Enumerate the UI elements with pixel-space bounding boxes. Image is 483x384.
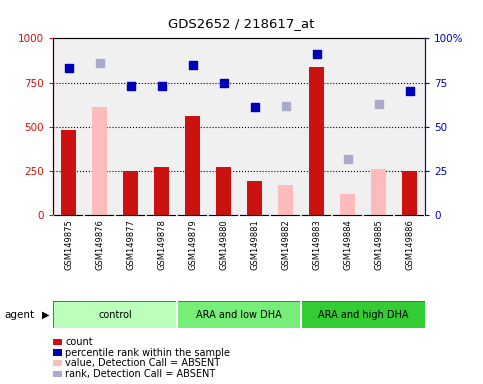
- Bar: [340, 194, 355, 215]
- Text: count: count: [65, 337, 93, 347]
- Bar: [154, 167, 170, 215]
- Text: GSM149881: GSM149881: [250, 219, 259, 270]
- Point: [313, 51, 320, 57]
- Text: GDS2652 / 218617_at: GDS2652 / 218617_at: [168, 17, 315, 30]
- Text: control: control: [98, 310, 132, 320]
- Point: [127, 83, 134, 89]
- Text: GSM149884: GSM149884: [343, 219, 352, 270]
- Bar: [92, 107, 107, 215]
- Bar: [301, 301, 425, 328]
- Text: GSM149886: GSM149886: [405, 219, 414, 270]
- Text: GSM149885: GSM149885: [374, 219, 383, 270]
- Bar: [177, 301, 301, 328]
- Bar: [278, 185, 293, 215]
- Point: [282, 103, 289, 109]
- Point: [96, 60, 103, 66]
- Point: [65, 65, 72, 71]
- Text: value, Detection Call = ABSENT: value, Detection Call = ABSENT: [65, 358, 220, 368]
- Text: ARA and high DHA: ARA and high DHA: [318, 310, 408, 320]
- Text: rank, Detection Call = ABSENT: rank, Detection Call = ABSENT: [65, 369, 215, 379]
- Point: [375, 101, 383, 107]
- Point: [406, 88, 413, 94]
- Point: [189, 62, 197, 68]
- Text: ARA and low DHA: ARA and low DHA: [196, 310, 282, 320]
- Point: [251, 104, 258, 110]
- Bar: [53, 301, 177, 328]
- Text: GSM149875: GSM149875: [64, 219, 73, 270]
- Text: GSM149882: GSM149882: [281, 219, 290, 270]
- Text: GSM149877: GSM149877: [126, 219, 135, 270]
- Point: [344, 156, 352, 162]
- Text: GSM149876: GSM149876: [95, 219, 104, 270]
- Text: agent: agent: [5, 310, 35, 320]
- Point: [220, 79, 227, 86]
- Bar: [61, 130, 76, 215]
- Bar: [216, 167, 231, 215]
- Bar: [371, 169, 386, 215]
- Bar: [402, 171, 417, 215]
- Text: GSM149883: GSM149883: [312, 219, 321, 270]
- Text: GSM149880: GSM149880: [219, 219, 228, 270]
- Text: ▶: ▶: [42, 310, 49, 320]
- Point: [158, 83, 166, 89]
- Text: GSM149878: GSM149878: [157, 219, 166, 270]
- Bar: [123, 171, 138, 215]
- Text: GSM149879: GSM149879: [188, 219, 197, 270]
- Bar: [247, 182, 262, 215]
- Bar: [309, 67, 324, 215]
- Bar: [185, 116, 200, 215]
- Text: percentile rank within the sample: percentile rank within the sample: [65, 348, 230, 358]
